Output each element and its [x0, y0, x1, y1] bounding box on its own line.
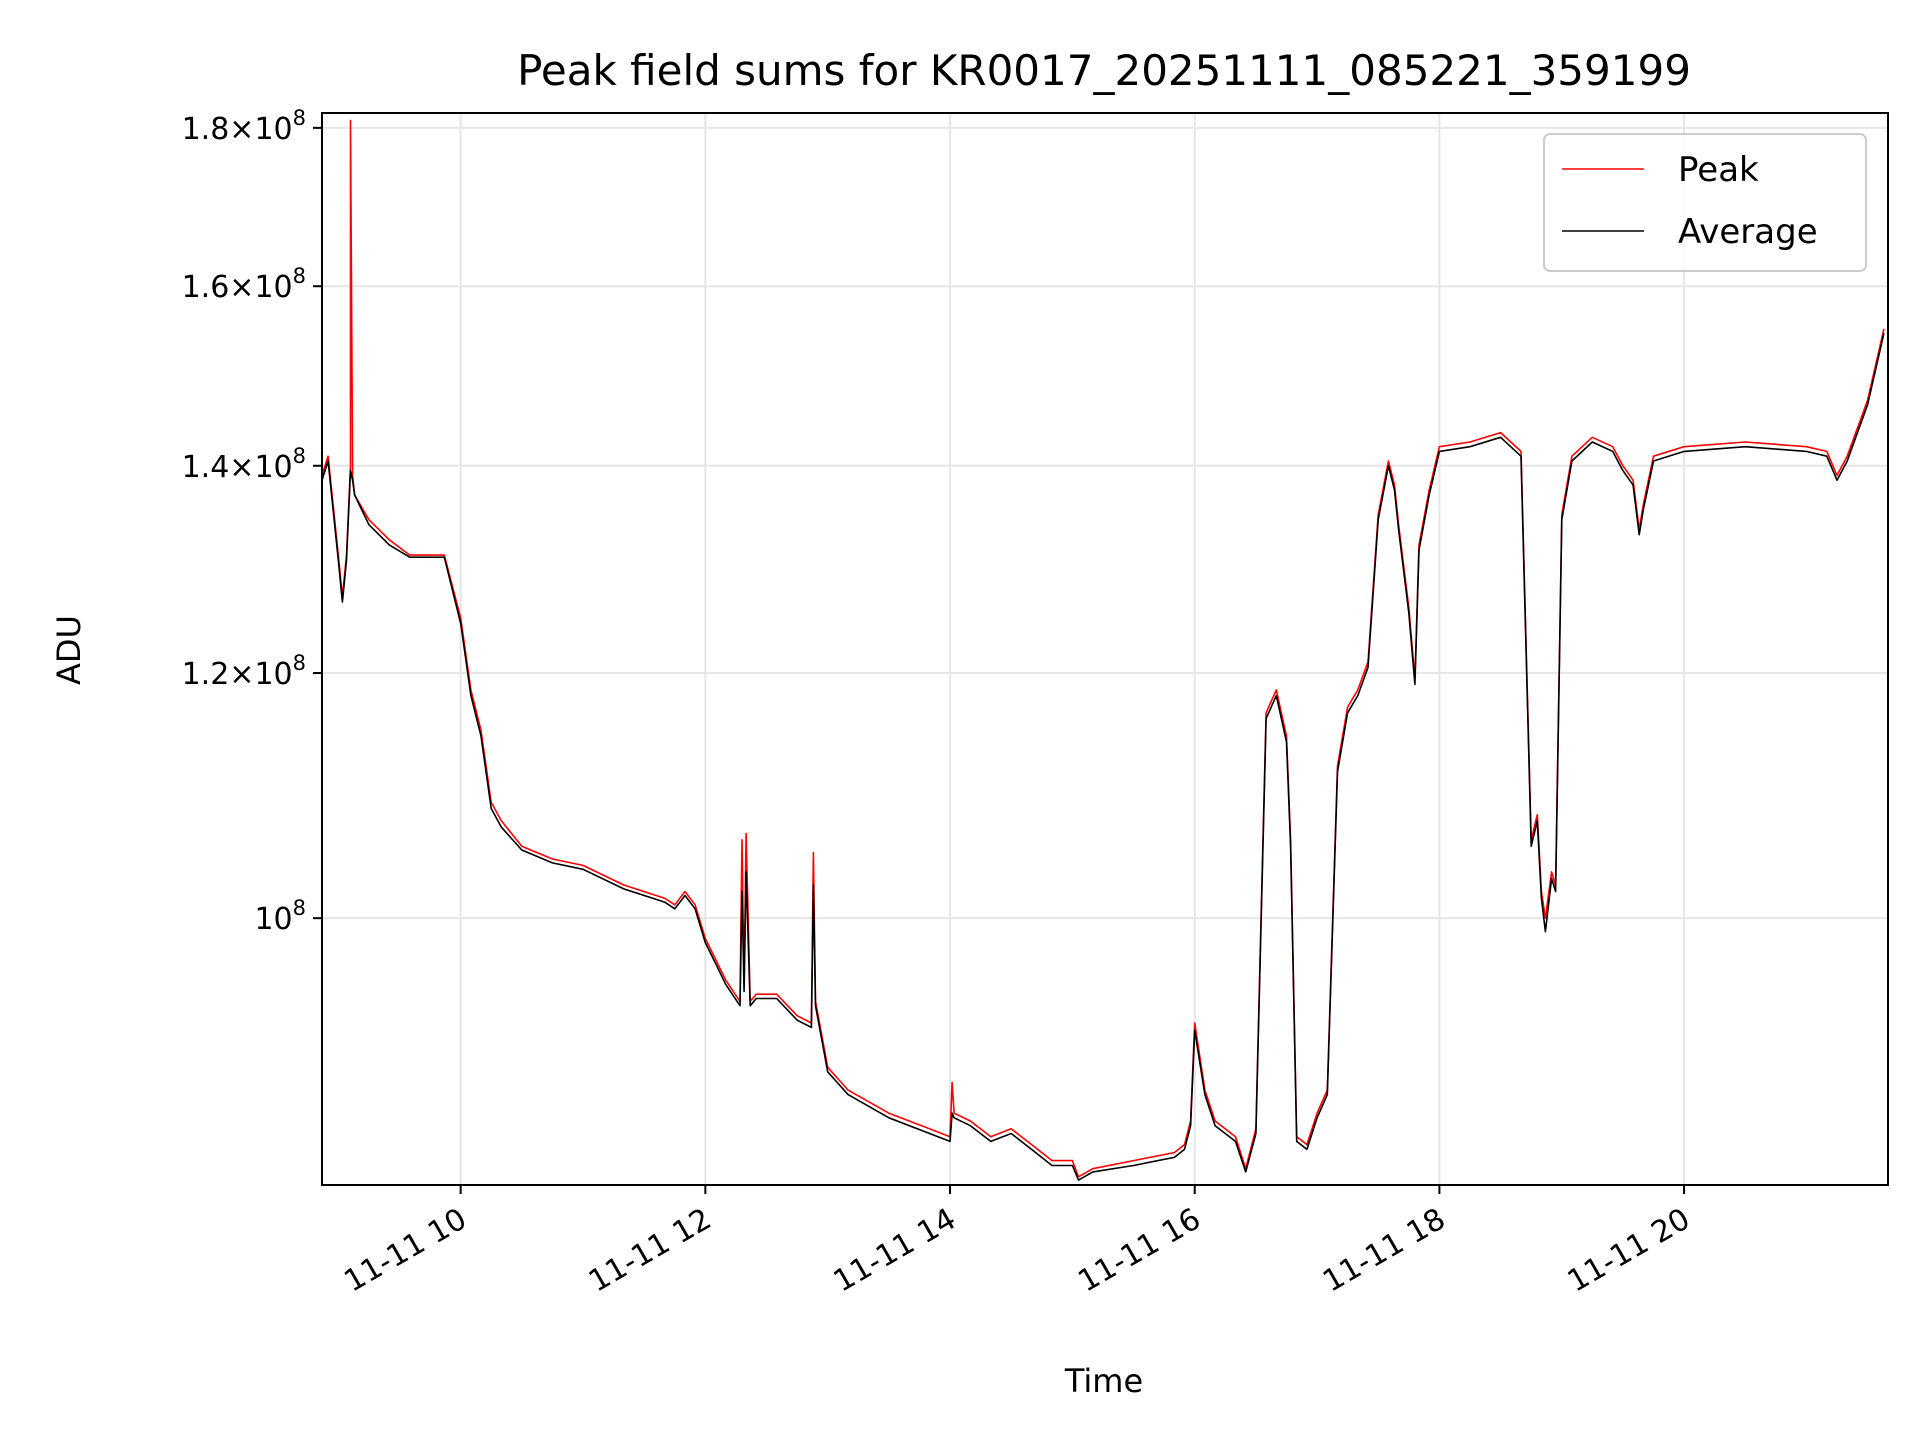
x-tick-label: 11-11 12 [583, 1202, 717, 1300]
y-tick-label: 1.4×108 [182, 444, 306, 485]
y-tick-label: 1.8×108 [182, 106, 306, 147]
y-tick-label: 1.6×108 [182, 264, 306, 305]
chart-title: Peak field sums for KR0017_20251111_0852… [517, 46, 1691, 95]
x-tick-label: 11-11 20 [1562, 1202, 1696, 1300]
series-line-peak [321, 119, 1885, 1178]
y-axis-title: ADU [50, 615, 88, 685]
legend-average-label: Average [1678, 212, 1818, 252]
legend-peak-label: Peak [1678, 150, 1759, 190]
y-tick-label: 108 [254, 896, 306, 937]
x-axis-title: Time [1064, 1362, 1143, 1400]
y-tick-label: 1.2×108 [182, 651, 306, 692]
x-tick-label: 11-11 10 [338, 1202, 472, 1300]
y-axis: 108 1.2×108 1.4×108 1.6×108 1.8×108 [182, 106, 322, 937]
legend: Peak Average [1543, 133, 1867, 272]
series-line-average [321, 333, 1885, 1181]
x-tick-label: 11-11 16 [1072, 1202, 1206, 1300]
grid [322, 113, 1888, 1185]
plot-lines [321, 119, 1885, 1181]
x-axis: 11-11 10 11-11 12 11-11 14 11-11 16 11-11 18… [338, 1185, 1696, 1299]
plot-frame [321, 112, 1889, 1186]
x-tick-label: 11-11 18 [1317, 1202, 1451, 1300]
x-tick-label: 11-11 14 [828, 1202, 962, 1300]
